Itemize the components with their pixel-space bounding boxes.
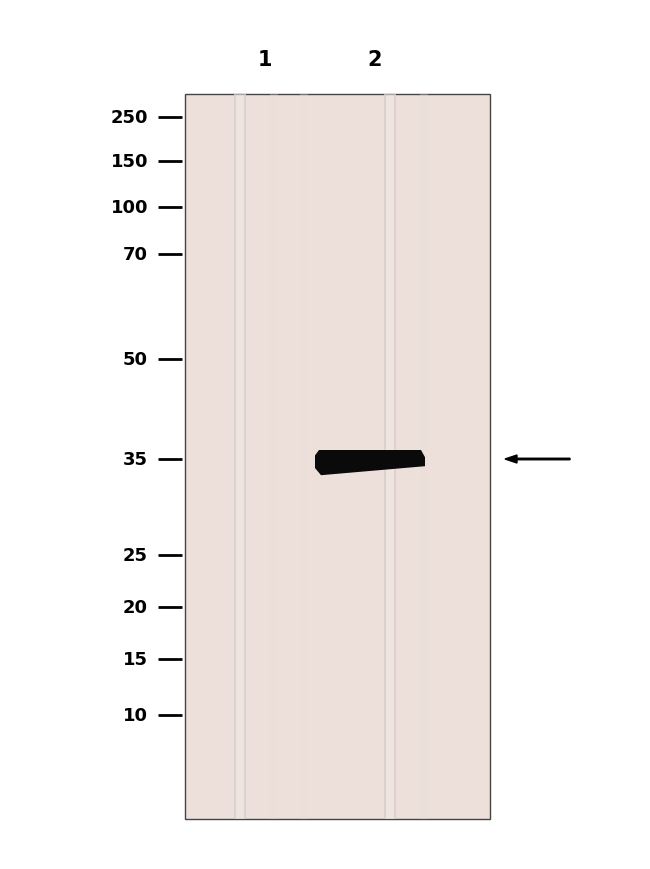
Polygon shape <box>315 450 425 475</box>
Text: 15: 15 <box>123 650 148 668</box>
Text: 150: 150 <box>111 153 148 171</box>
Bar <box>300 95 308 819</box>
Text: 250: 250 <box>111 109 148 127</box>
FancyArrow shape <box>505 455 570 463</box>
Text: 70: 70 <box>123 246 148 263</box>
Bar <box>244 95 246 819</box>
Text: 1: 1 <box>258 50 272 70</box>
Text: 35: 35 <box>123 450 148 468</box>
Text: 10: 10 <box>123 706 148 724</box>
Text: 2: 2 <box>368 50 382 70</box>
Bar <box>234 95 236 819</box>
Bar <box>270 95 278 819</box>
Bar <box>234 95 246 819</box>
Bar <box>420 95 428 819</box>
Bar <box>384 95 396 819</box>
Text: 50: 50 <box>123 350 148 368</box>
Text: 100: 100 <box>111 199 148 216</box>
Text: 20: 20 <box>123 599 148 616</box>
Bar <box>394 95 396 819</box>
Text: 25: 25 <box>123 547 148 564</box>
Bar <box>185 95 490 819</box>
Bar <box>384 95 386 819</box>
